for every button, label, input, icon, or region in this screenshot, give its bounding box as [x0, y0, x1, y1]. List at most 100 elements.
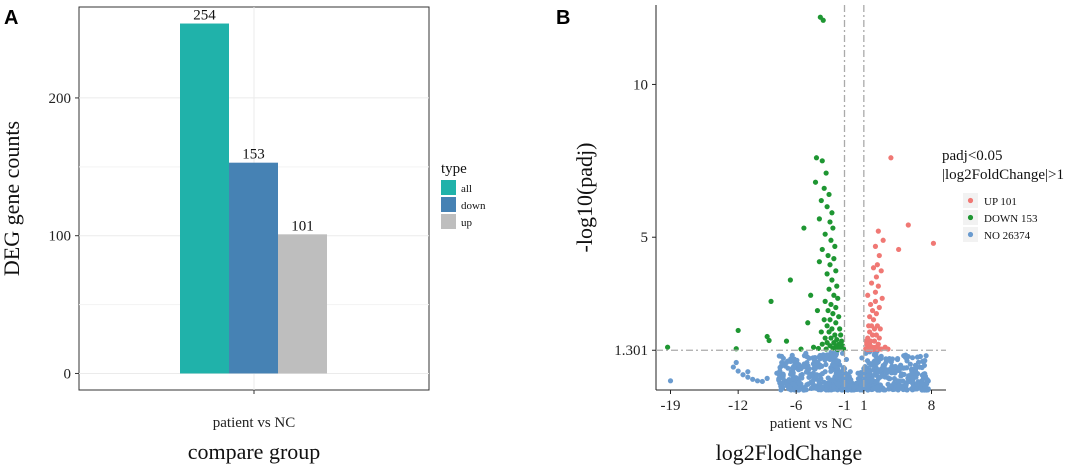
volcano-point-no-cloud — [858, 384, 864, 390]
volcano-point-no-cloud — [904, 387, 910, 393]
volcano-point-up — [877, 326, 883, 332]
volcano-point-no-cloud — [923, 353, 929, 359]
volcano-point-down — [764, 333, 770, 340]
volcano-point-up — [930, 240, 937, 246]
volcano-point-no — [745, 369, 751, 375]
volcano-point-no-cloud — [779, 360, 785, 366]
volcano-point-no — [885, 375, 891, 381]
volcano-point-down — [787, 277, 793, 283]
volcano-legend-swatch-up — [967, 197, 974, 204]
volcano-point-no-cloud — [898, 365, 904, 371]
volcano-point-no-cloud — [787, 386, 793, 392]
volcano-series-no — [667, 349, 930, 390]
volcano-point-down — [766, 337, 772, 344]
volcano-x-tick-label: 8 — [928, 398, 936, 414]
volcano-point-no-cloud — [917, 364, 923, 370]
volcano-point-up — [866, 323, 872, 329]
volcano-point-no — [870, 359, 877, 366]
volcano-point-down — [814, 307, 821, 314]
volcano-point-up — [876, 335, 882, 341]
volcano-point-down — [826, 329, 832, 335]
volcano-point-down — [829, 277, 835, 283]
volcano-legend-swatch-down — [967, 214, 974, 221]
bar-y-tick-label: 100 — [49, 229, 72, 245]
volcano-x-axis-title: log2FlodChange — [716, 440, 863, 465]
volcano-point-down — [823, 170, 829, 176]
volcano-point-no — [856, 378, 862, 384]
bar-value-label: 254 — [193, 8, 216, 24]
volcano-point-no — [750, 376, 756, 382]
volcano-point-down — [836, 314, 842, 320]
bar-legend-swatch-up — [441, 214, 456, 229]
volcano-point-no — [759, 378, 765, 385]
volcano-point-up — [871, 338, 878, 344]
bar-legend-swatch-all — [441, 180, 456, 195]
volcano-point-no-cloud — [924, 376, 930, 383]
volcano-point-down — [828, 237, 834, 243]
bar-legend-swatch-down — [441, 197, 456, 212]
volcano-point-no-cloud — [900, 378, 906, 384]
volcano-point-no — [817, 353, 823, 359]
volcano-point-no-cloud — [786, 377, 792, 383]
volcano-point-no-cloud — [804, 359, 810, 366]
volcano-legend-swatch-no — [967, 231, 974, 238]
volcano-point-down — [830, 225, 836, 231]
volcano-point-no — [667, 378, 674, 384]
volcano-point-up — [875, 228, 881, 234]
volcano-point-no-cloud — [796, 385, 802, 391]
volcano-point-down — [735, 327, 741, 334]
volcano-point-no — [914, 381, 920, 387]
volcano-point-down — [826, 191, 832, 198]
volcano-point-no — [808, 372, 814, 378]
volcano-point-down — [665, 344, 671, 350]
volcano-point-no — [774, 370, 780, 376]
volcano-point-down — [825, 252, 831, 259]
volcano-point-no — [909, 375, 915, 381]
volcano-point-no-cloud — [892, 363, 898, 370]
volcano-point-no-cloud — [817, 385, 823, 391]
volcano-point-down — [827, 317, 833, 323]
volcano-point-down — [837, 326, 843, 332]
volcano-point-down — [822, 335, 828, 341]
volcano-point-up — [873, 274, 880, 280]
volcano-point-down — [827, 262, 833, 268]
volcano-point-up — [876, 252, 882, 259]
volcano-point-no — [764, 375, 770, 381]
volcano-category-label: patient vs NC — [770, 416, 853, 432]
volcano-point-no-cloud — [902, 365, 908, 371]
volcano-point-down — [831, 292, 837, 298]
volcano-point-down — [831, 340, 837, 346]
bar-legend-label: up — [461, 217, 473, 229]
volcano-point-no — [919, 378, 925, 384]
volcano-point-down — [810, 344, 817, 350]
volcano-point-down — [821, 317, 827, 323]
volcano-point-no-cloud — [883, 356, 889, 362]
volcano-point-up — [871, 326, 878, 332]
volcano-point-no-cloud — [895, 355, 901, 362]
volcano-no-cloud — [776, 348, 931, 393]
volcano-legend-label: NO 26374 — [984, 230, 1031, 242]
volcano-point-no — [895, 378, 901, 384]
volcano-point-up — [905, 222, 911, 228]
volcano-point-no-cloud — [909, 355, 916, 361]
panel-a-label: A — [4, 7, 18, 29]
volcano-point-no-cloud — [866, 360, 872, 366]
volcano-point-no-cloud — [797, 374, 804, 381]
volcano-point-no-cloud — [922, 371, 928, 377]
volcano-point-no — [880, 362, 886, 369]
volcano-point-no-cloud — [829, 367, 835, 373]
volcano-point-no-cloud — [920, 358, 926, 364]
volcano-point-no — [822, 369, 828, 375]
volcano-point-no — [779, 353, 785, 359]
volcano-point-no — [851, 384, 857, 390]
volcano-point-up — [874, 262, 880, 268]
volcano-point-no-cloud — [904, 358, 910, 364]
volcano-point-no — [855, 370, 861, 376]
bar-legend-title: type — [441, 161, 467, 177]
volcano-point-no — [866, 369, 872, 375]
volcano-point-down — [819, 246, 825, 253]
volcano-point-no — [899, 372, 906, 378]
panel-b-label: B — [556, 7, 570, 29]
volcano-chart: 1.301 5 10 -19 -12 -6 -1 1 8 patient vs NC log2Flo… — [572, 5, 1064, 465]
volcano-point-no-cloud — [823, 387, 829, 393]
